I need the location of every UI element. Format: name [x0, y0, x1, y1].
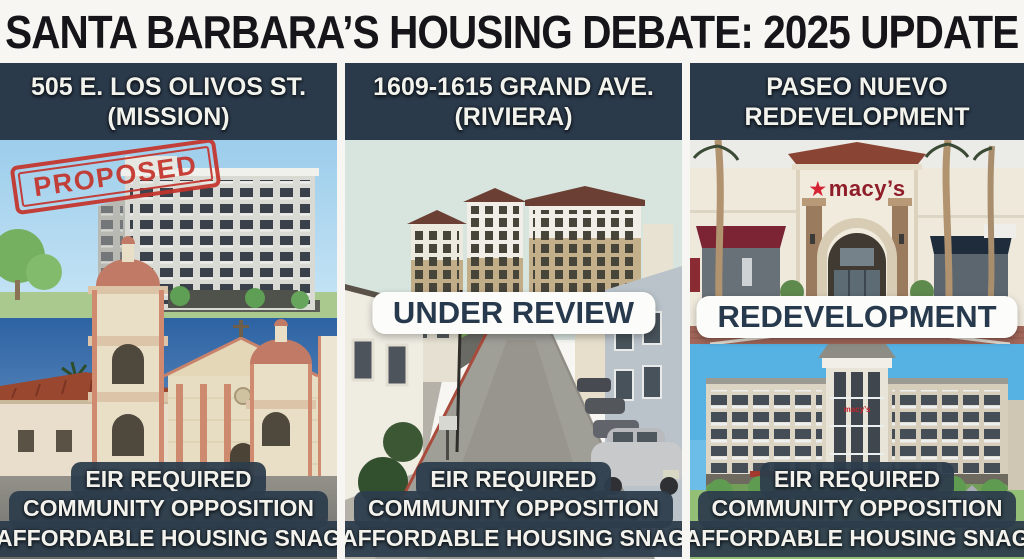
panel-header-line2: (MISSION) [107, 103, 230, 131]
panel-header-line1: 1609-1615 GRAND AVE. [373, 72, 654, 101]
panel-header-los-olivos: 505 E. LOS OLIVOS ST. (MISSION) [0, 63, 337, 140]
tag-affordable-housing-snag: AFFORDABLE HOUSING SNAG [690, 520, 1024, 557]
panel-header-line2: (RIVIERA) [454, 103, 573, 131]
tag-affordable-housing-snag: AFFORDABLE HOUSING SNAG [0, 520, 337, 557]
issue-tags-grand-ave: EIR REQUIRED COMMUNITY OPPOSITION AFFORD… [345, 462, 682, 557]
macys-small-sign: macy’s [843, 405, 871, 414]
page-title: SANTA BARBARA’S HOUSING DEBATE: 2025 UPD… [5, 5, 1019, 58]
panel-header-grand-ave: 1609-1615 GRAND AVE. (RIVIERA) [345, 63, 682, 140]
macys-star-icon: ★ [808, 178, 828, 201]
scene-grand-ave: UNDER REVIEW EIR REQUIRED COMMUNITY OPPO… [345, 140, 682, 559]
status-badge-under-review: UNDER REVIEW [371, 292, 656, 334]
panel-header-line2: REDEVELOPMENT [744, 103, 970, 131]
scene-los-olivos: PROPOSED EIR REQUIRED COMMUNITY OPPOSITI… [0, 140, 337, 559]
panel-header-line1: PASEO NUEVO [766, 72, 948, 101]
macys-sign: ★macy’s [808, 176, 905, 202]
tag-affordable-housing-snag: AFFORDABLE HOUSING SNAG [345, 520, 682, 557]
panel-header-line1: 505 E. LOS OLIVOS ST. [30, 72, 307, 101]
macys-sign-text: macy’s [828, 176, 906, 201]
scene-paseo-nuevo: ★macy’s macy’s REDEVELOPMENT EIR REQUIRE… [690, 140, 1024, 559]
panel-header-paseo-nuevo: PASEO NUEVO REDEVELOPMENT [690, 63, 1024, 140]
three-panel-layout: 505 E. LOS OLIVOS ST. (MISSION) [0, 63, 1024, 559]
panel-grand-ave: 1609-1615 GRAND AVE. (RIVIERA) [345, 63, 682, 559]
panel-los-olivos: 505 E. LOS OLIVOS ST. (MISSION) [0, 63, 337, 559]
issue-tags-paseo-nuevo: EIR REQUIRED COMMUNITY OPPOSITION AFFORD… [690, 462, 1024, 557]
panel-paseo-nuevo: PASEO NUEVO REDEVELOPMENT [690, 63, 1024, 559]
infographic-title-bar: SANTA BARBARA’S HOUSING DEBATE: 2025 UPD… [0, 0, 1024, 63]
issue-tags-los-olivos: EIR REQUIRED COMMUNITY OPPOSITION AFFORD… [0, 462, 337, 557]
status-badge-redevelopment: REDEVELOPMENT [696, 296, 1018, 338]
